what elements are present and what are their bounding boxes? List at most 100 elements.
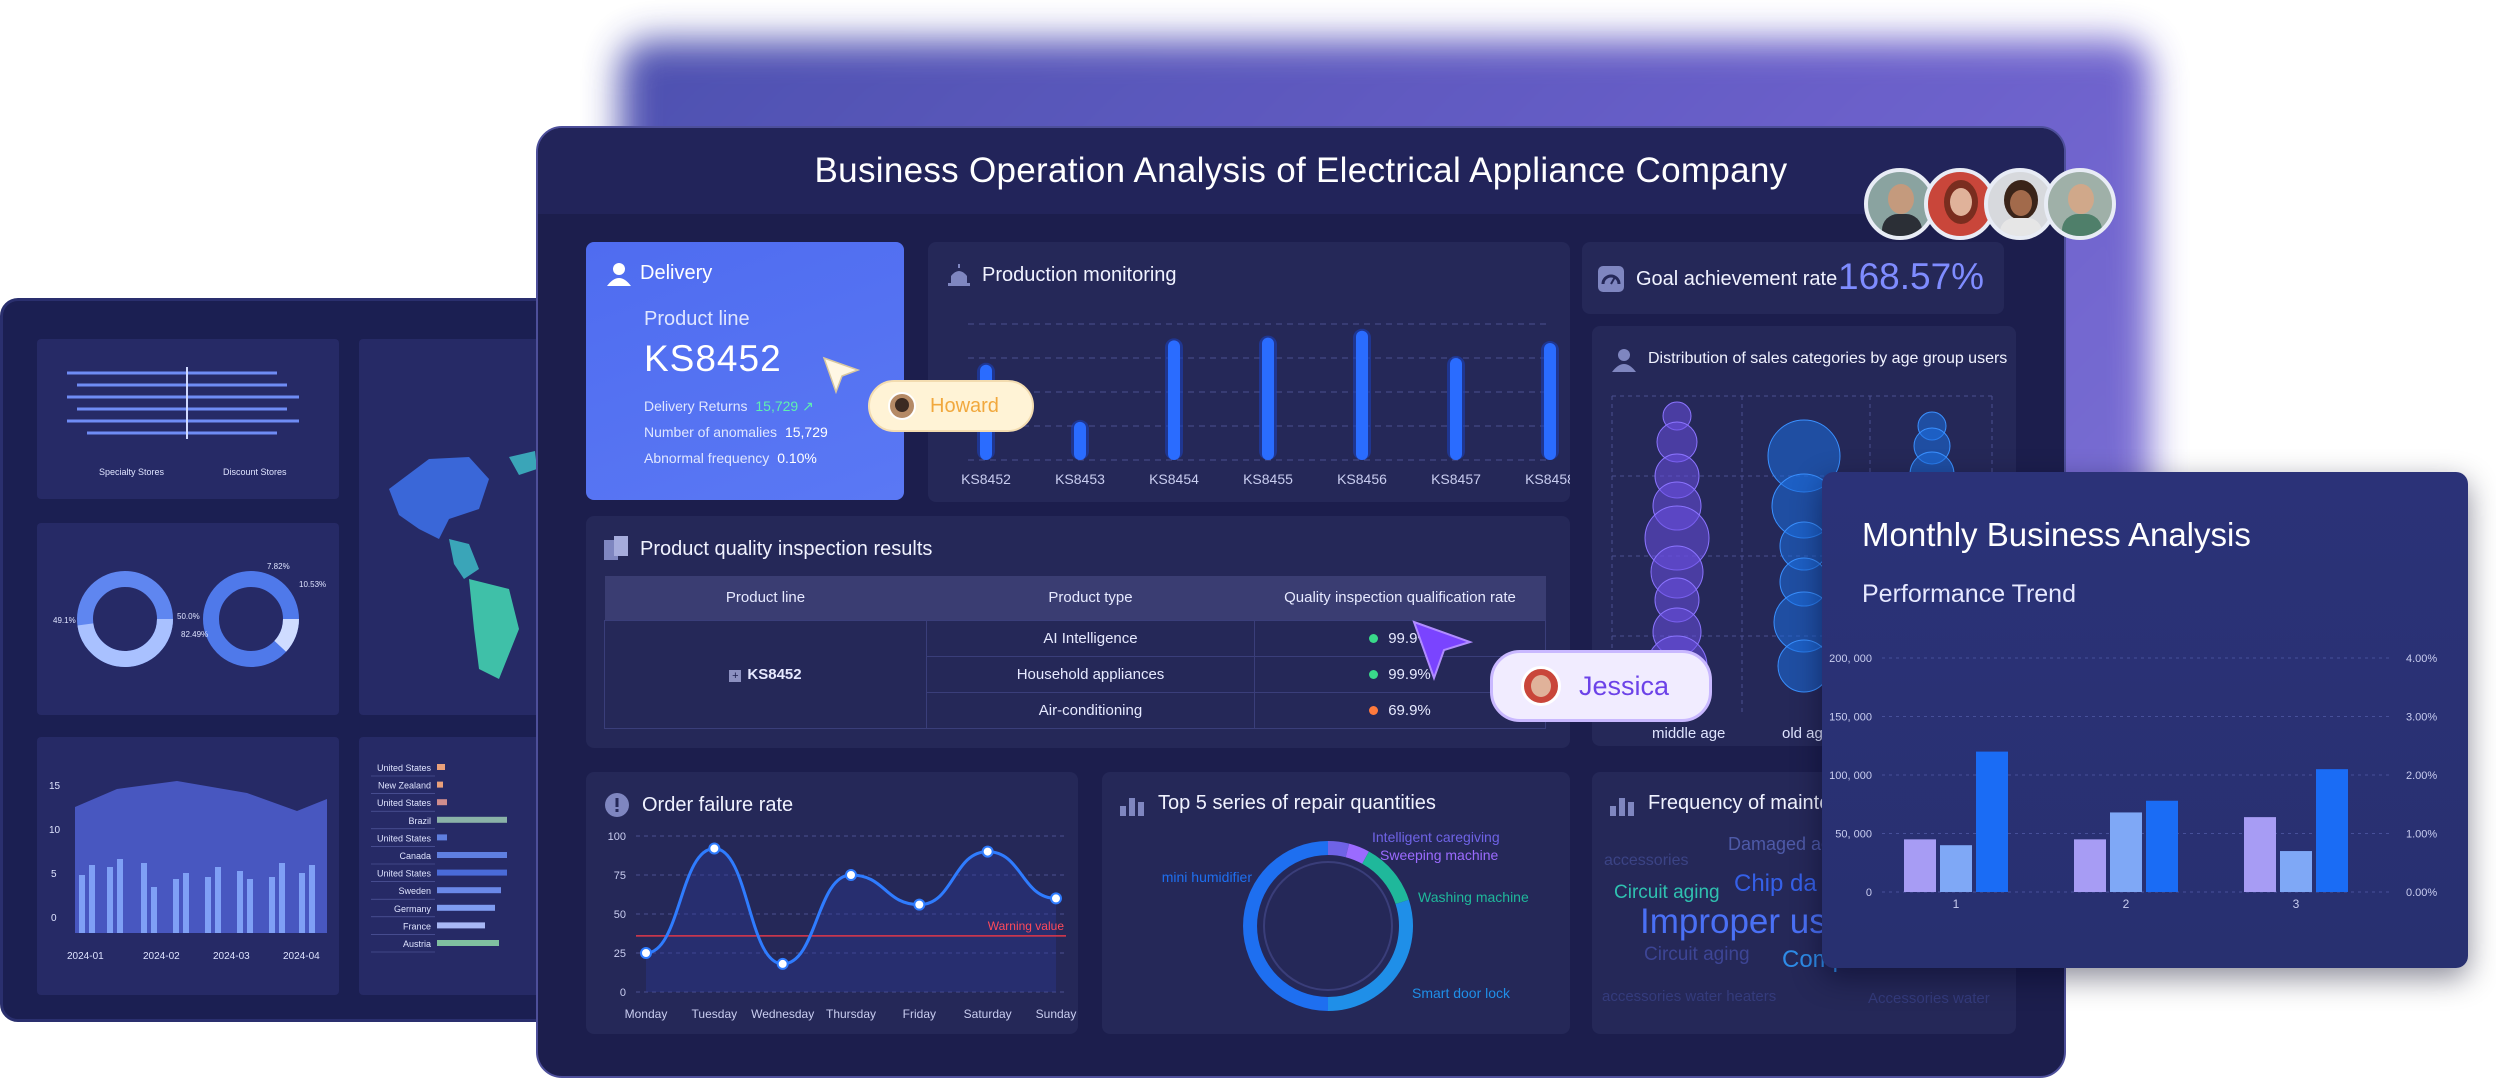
world-map (389, 451, 537, 679)
y2-tick-label: 1.00% (2406, 829, 2437, 841)
line-area (646, 848, 1056, 992)
country-bar (437, 869, 507, 876)
returns-label: Delivery Returns (644, 398, 748, 414)
x-tick-label: KS8457 (1431, 471, 1481, 487)
status-dot (1369, 633, 1379, 643)
cursor-tag-howard: Howard (868, 380, 1034, 432)
country-label: Canada (399, 851, 431, 861)
x-tick-label: 3 (2293, 897, 2300, 911)
goal-label: Goal achievement rate (1636, 268, 1838, 290)
x-tick-label: Wednesday (751, 1007, 814, 1021)
x-tick-label: Sunday (1036, 1007, 1077, 1021)
country-bar (437, 799, 447, 806)
y2-tick-label: 4.00% (2406, 653, 2437, 665)
avatar[interactable] (1924, 168, 1996, 240)
bar (1976, 751, 2008, 892)
donut-label-2: 50.0% (177, 612, 200, 621)
main-dashboard: Business Operation Analysis of Electrica… (536, 126, 2066, 1078)
alert-icon (605, 793, 629, 817)
status-dot (1369, 705, 1379, 715)
report-icon (604, 536, 628, 560)
monthly-title: Monthly Business Analysis (1862, 516, 2251, 553)
avatar[interactable] (2044, 168, 2116, 240)
collaborator-avatars[interactable] (1864, 168, 2128, 244)
cursor-pointer-icon (1412, 620, 1474, 681)
x-tick-label: KS8458 (1525, 471, 1570, 487)
country-label: Sweden (398, 886, 431, 896)
x-tick-label: Friday (903, 1007, 936, 1021)
donut-slice (1243, 841, 1329, 1011)
word: accessories water heaters (1602, 988, 1777, 1005)
x-tick-label: Tuesday (692, 1007, 738, 1021)
product-line-label: Product line (644, 308, 750, 330)
anomalies-label: Number of anomalies (644, 424, 778, 440)
cursor-tag-jessica: Jessica (1490, 650, 1712, 722)
legend-specialty: Specialty Stores (99, 467, 165, 477)
warning-label: Warning value (988, 919, 1065, 933)
country-label: France (403, 921, 431, 931)
y-tick-label: 0 (620, 987, 626, 999)
rate-value: 99.9% (1388, 665, 1431, 683)
abnormal-value: 0.10% (777, 450, 817, 466)
y2-tick-label: 3.00% (2406, 712, 2437, 724)
y-tick-label: 25 (614, 948, 626, 960)
area-y-0: 0 (51, 913, 57, 924)
cursor-name-jessica: Jessica (1579, 670, 1670, 701)
slice-label: mini humidifier (1162, 869, 1253, 885)
product-line-cell[interactable]: + KS8452 (604, 619, 927, 729)
y2-tick-label: 2.00% (2406, 770, 2437, 782)
area-x-3: 2024-03 (213, 951, 250, 962)
quality-panel: Product quality inspection results Produ… (586, 516, 1570, 748)
y-tick-label: 150, 000 (1829, 712, 1872, 724)
anomalies-row: Number of anomalies 15,729 (644, 424, 828, 440)
col-product-line: Product line (604, 576, 927, 620)
donut-slice (1327, 899, 1413, 1011)
data-point (845, 869, 857, 881)
gauge-icon (1598, 266, 1624, 292)
donut-slice (1327, 841, 1350, 858)
country-label: Austria (403, 939, 431, 949)
rate-value: 69.9% (1388, 701, 1431, 719)
area-y-5: 5 (51, 869, 57, 880)
table-row: + KS8452 AI Intelligence 99.9% (604, 619, 1546, 729)
table-row: Air-conditioning 69.9% (605, 691, 1546, 729)
age-distribution-panel: Distribution of sales categories by age … (1592, 326, 2016, 746)
bar (2244, 817, 2276, 892)
country-bar (437, 887, 501, 894)
x-tick-label: Saturday (964, 1007, 1012, 1021)
word: Damaged ac (1728, 834, 1831, 854)
bar (2280, 851, 2312, 892)
delivery-title: Delivery (640, 262, 713, 284)
y-tick-label: 0 (1866, 887, 1872, 899)
status-dot (1369, 669, 1379, 679)
expand-icon[interactable]: + (729, 669, 742, 682)
anomalies-value: 15,729 (784, 424, 828, 440)
order-failure-panel: Order failure rate 0 25 50 75 100 Warning val… (586, 772, 1078, 1034)
bar (2316, 769, 2348, 892)
alarm-icon (948, 264, 970, 286)
goal-value: 168.57% (1838, 256, 1985, 297)
country-label: United States (377, 833, 432, 843)
y-tick-label: 50 (614, 909, 626, 921)
product-type-cell: AI Intelligence (926, 619, 1255, 657)
bar (1262, 337, 1274, 460)
donut-panel: 49.1% 50.0% 82.49% 7.82% 10.53% (37, 523, 339, 715)
y-tick-label: 100, 000 (1829, 770, 1872, 782)
y-tick-label: 200, 000 (1829, 653, 1872, 665)
age-x-middle: middle age (1652, 725, 1725, 742)
donut-label-3: 82.49% (181, 630, 208, 639)
cursor-pointer-icon (822, 356, 861, 394)
slice-label: Sweeping machine (1380, 847, 1499, 863)
donut-label-5: 10.53% (299, 580, 326, 589)
bar (2146, 800, 2178, 892)
bar-chart-icon (1610, 798, 1634, 816)
monthly-analysis-card: Monthly Business Analysis Performance Tr… (1822, 472, 2468, 968)
country-bar (437, 816, 507, 823)
data-point (1050, 892, 1062, 905)
area-x-1: 2024-01 (67, 951, 104, 962)
country-bar (437, 852, 507, 858)
data-point (913, 898, 926, 911)
returns-row: Delivery Returns 15,729 ↗ (644, 398, 814, 415)
x-tick-label: Thursday (826, 1007, 876, 1021)
data-point (640, 947, 652, 959)
